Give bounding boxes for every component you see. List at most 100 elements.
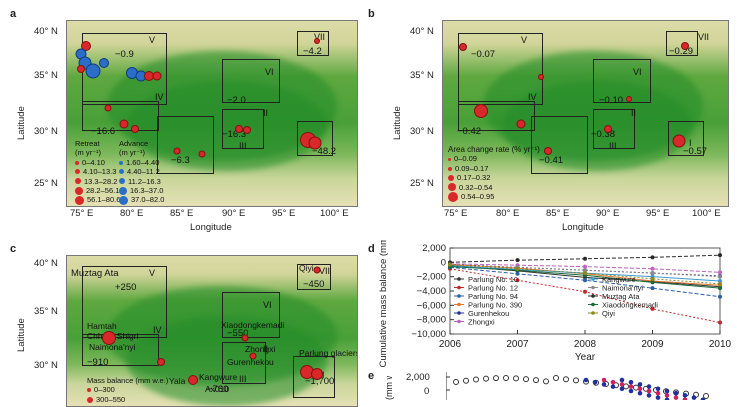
glacier-dot xyxy=(249,352,257,360)
legend-item: Parlung No. 94 xyxy=(468,292,518,301)
legend-item: 0.54–0.95 xyxy=(461,192,495,202)
region-label: II xyxy=(631,108,637,118)
xtick: 85° E xyxy=(546,208,570,219)
y-axis-label: Latitude xyxy=(392,106,403,140)
filled-marker xyxy=(655,395,661,400)
legend-item: 0–300 xyxy=(94,385,115,395)
region-label: IV xyxy=(528,92,537,102)
filled-marker xyxy=(628,388,634,394)
legend-item: 0–0.09 xyxy=(454,154,477,164)
region-value: +250 xyxy=(115,282,137,293)
glacier-dot xyxy=(626,96,632,102)
open-marker xyxy=(483,375,489,382)
glacier-label: Muztag Ata xyxy=(71,268,119,279)
region-label: IV xyxy=(153,325,162,335)
data-point xyxy=(650,255,655,260)
data-point xyxy=(718,253,722,258)
map-b: V VI VII IV III II I −0.07 −0.29 −0.10 −… xyxy=(442,20,729,207)
legend-item: 0.09–0.17 xyxy=(455,163,489,173)
panel-e-plot xyxy=(446,372,709,400)
glacier-dot xyxy=(81,41,91,51)
ytick: 35° N xyxy=(34,306,58,317)
region-label: III xyxy=(239,374,247,384)
region-value: −48.2 xyxy=(312,146,337,157)
ytick: 25° N xyxy=(410,178,434,189)
glacier-label: Naimona'nyi xyxy=(89,342,136,352)
glacier-dot xyxy=(243,126,251,134)
glacier-dot xyxy=(672,134,686,148)
glacier-dot xyxy=(235,125,243,133)
legend-item: Naimona'nyi xyxy=(602,284,643,293)
xtick: 95° E xyxy=(646,208,670,219)
region-value: −0.29 xyxy=(669,46,694,57)
filled-marker xyxy=(610,384,616,389)
x-axis-label: Longitude xyxy=(190,222,232,233)
ytick: 2,000 xyxy=(406,372,430,383)
y-tick-label: −10,000 xyxy=(411,329,446,340)
legend-marker xyxy=(457,285,461,290)
ytick: 40° N xyxy=(34,26,58,37)
filled-marker xyxy=(655,390,661,396)
data-point xyxy=(583,256,587,261)
x-tick-label: 2007 xyxy=(506,339,529,350)
open-marker xyxy=(563,376,569,383)
filled-marker xyxy=(628,384,634,389)
filled-marker xyxy=(637,390,643,396)
data-point xyxy=(448,262,452,267)
glacier-label: Zhongxi xyxy=(245,344,276,354)
open-marker xyxy=(543,378,549,385)
region-label: V xyxy=(149,268,156,278)
legend-retreat: Retreat (m yr⁻¹) 0–4.10 4.10–13.3 13.3–2… xyxy=(75,139,120,205)
glacier-dot xyxy=(152,71,162,81)
filled-marker xyxy=(691,395,697,400)
ytick: 30° N xyxy=(410,126,434,137)
legend-marker xyxy=(591,294,595,298)
ytick: 0 xyxy=(424,386,430,397)
glacier-dot xyxy=(459,43,467,51)
legend-title: Retreat xyxy=(75,139,100,148)
data-point xyxy=(583,289,587,294)
legend-item: 56.1–80.6 xyxy=(87,195,121,205)
filled-marker xyxy=(619,386,625,392)
y-tick-label: 0 xyxy=(441,257,446,268)
xtick: 75° E xyxy=(444,208,468,219)
map-a: V VI VII IV III II I −0.9 −4.2 −2.0 −16.… xyxy=(66,20,358,207)
xtick: 80° E xyxy=(496,208,520,219)
panel-label-e: e xyxy=(368,370,375,382)
region-label: V xyxy=(149,35,156,45)
xtick: 100° E xyxy=(692,208,721,219)
glacier-dot xyxy=(241,334,249,342)
legend-item: 4.10–13.3 xyxy=(83,167,117,177)
glacier-dot xyxy=(681,42,689,50)
filled-marker xyxy=(637,382,643,387)
y-tick-label: −2,000 xyxy=(417,272,446,283)
ytick: 40° N xyxy=(34,258,58,269)
open-marker xyxy=(533,377,539,384)
xtick: 75° E xyxy=(70,208,94,219)
legend-marker xyxy=(591,277,595,281)
ytick: 25° N xyxy=(34,178,58,189)
open-marker xyxy=(463,377,469,384)
glacier-dot xyxy=(173,147,181,155)
glacier-dot xyxy=(313,266,321,274)
glacier-dot xyxy=(516,119,526,129)
filled-marker xyxy=(646,393,652,398)
glacier-dot xyxy=(538,74,544,80)
y-tick-label: 2,000 xyxy=(422,243,446,254)
glacier-dot xyxy=(198,150,206,158)
x-tick-label: 2006 xyxy=(439,339,462,350)
region-value: −760 xyxy=(207,384,229,395)
glacier-label: Ax010 xyxy=(205,384,230,394)
filled-marker xyxy=(664,397,670,400)
glacier-dot xyxy=(102,331,116,345)
region-value: −0.9 xyxy=(115,49,134,60)
region-label: VI xyxy=(633,67,642,77)
panel-label-b: b xyxy=(368,8,375,20)
filled-marker xyxy=(646,388,652,394)
legend-item: 0.32–0.54 xyxy=(459,182,493,192)
filled-marker xyxy=(682,393,688,398)
glacier-dot xyxy=(314,38,320,44)
xtick: 85° E xyxy=(170,208,194,219)
open-marker xyxy=(703,393,709,399)
region-value: −0.38 xyxy=(591,129,616,140)
